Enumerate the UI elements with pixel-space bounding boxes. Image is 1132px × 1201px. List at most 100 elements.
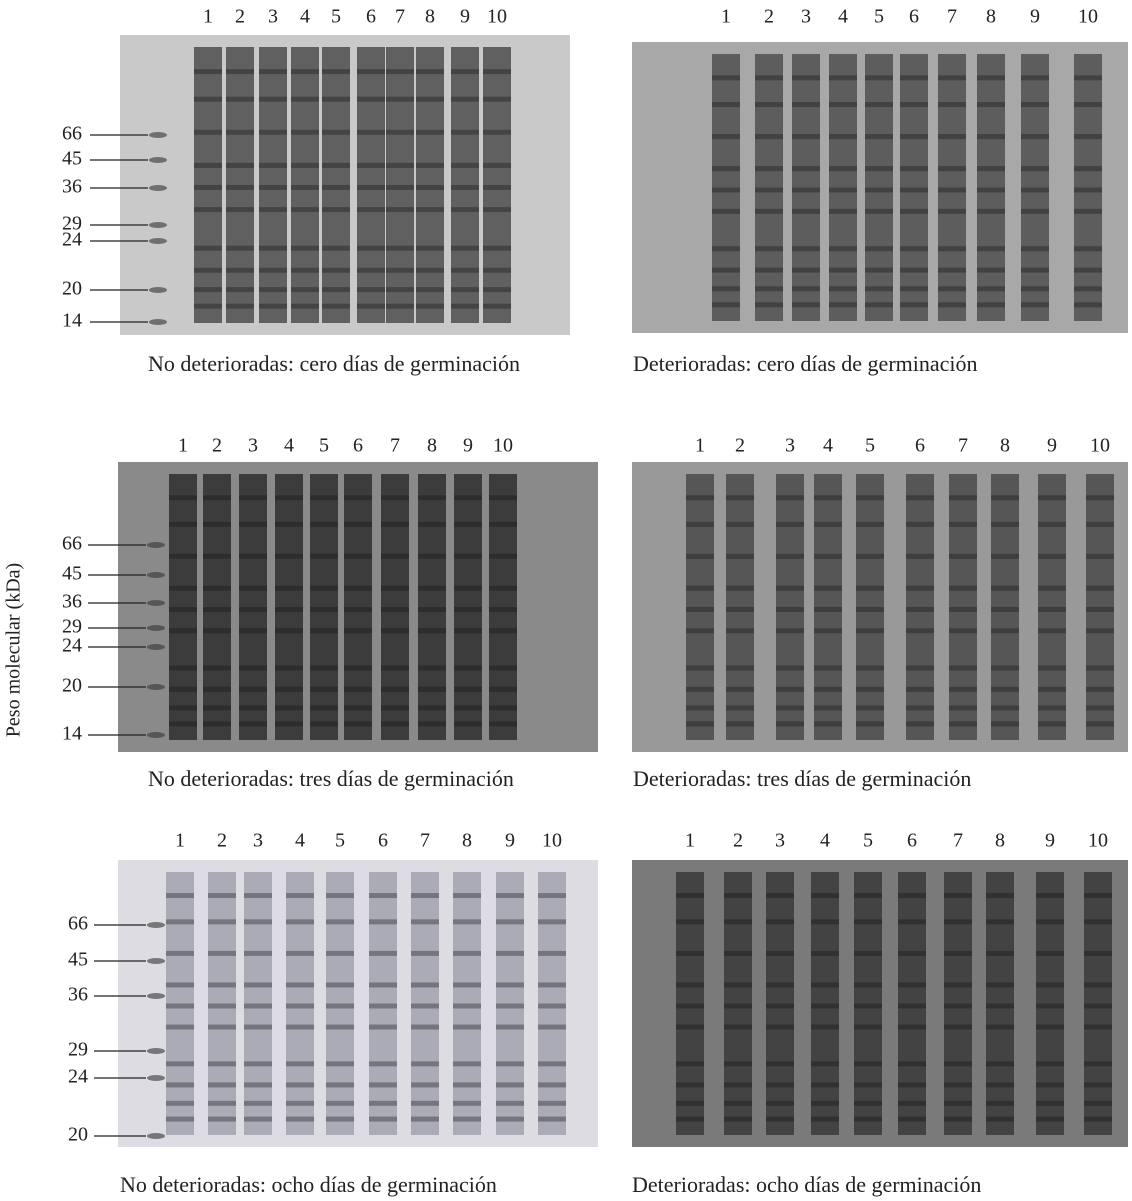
band [1021,302,1049,308]
band [344,585,372,591]
band [811,1116,839,1122]
band [1084,893,1112,899]
band [538,893,566,899]
lane-number: 8 [425,6,435,28]
band [411,1061,439,1067]
band [726,495,754,501]
band [386,96,414,102]
band [906,721,934,727]
band [322,245,350,251]
band [1074,102,1102,108]
band [386,303,414,309]
band [898,1082,926,1088]
band [755,187,783,193]
marker-label: 36 [68,984,88,1006]
band [1021,75,1049,81]
band [1084,1061,1112,1067]
lane [811,872,839,1135]
lane-number: 8 [1000,435,1010,457]
band [1021,267,1049,273]
band [310,665,338,671]
marker-label: 29 [68,1039,88,1061]
lane [451,47,479,323]
band [326,982,354,988]
band [451,207,479,213]
band [244,982,272,988]
band [944,1003,972,1009]
band [1038,521,1066,527]
band [275,628,303,634]
band [244,1061,272,1067]
band [451,303,479,309]
band [726,686,754,692]
band [1021,246,1049,252]
band [489,553,517,559]
band [854,1003,882,1009]
band [369,1024,397,1030]
band [326,1100,354,1106]
lane [357,47,385,323]
lane [676,872,704,1135]
band [792,208,820,214]
band [755,134,783,140]
band [259,245,287,251]
band [416,129,444,135]
band [906,628,934,634]
band [1084,1100,1112,1106]
band [755,166,783,172]
band [726,521,754,527]
lane-number: 3 [785,435,795,457]
band [755,286,783,292]
band [483,245,511,251]
band [203,665,231,671]
band [239,607,267,612]
band [538,1024,566,1030]
band [416,162,444,168]
band [676,1061,704,1067]
band [291,162,319,168]
caption: No deterioradas: cero días de germinació… [148,351,520,376]
band [1074,246,1102,252]
band [418,521,446,527]
band [977,302,1005,308]
band [865,134,893,140]
marker-label: 14 [62,310,82,332]
band [310,495,338,501]
band [977,75,1005,81]
lane [418,474,446,740]
band [226,207,254,213]
band [986,1003,1014,1009]
band [792,286,820,292]
band [496,950,524,956]
band [900,166,928,172]
band [906,585,934,591]
band [938,267,966,273]
band [1084,982,1112,988]
band [724,1100,752,1106]
band [194,185,222,190]
band [814,705,842,711]
band [766,1003,794,1009]
band [418,686,446,692]
band [829,166,857,172]
band [938,286,966,292]
lane-number: 6 [915,435,925,457]
band [676,1100,704,1106]
band [291,303,319,309]
band [454,705,482,711]
band [724,919,752,925]
lane [416,47,444,323]
band [900,75,928,81]
band [208,1116,236,1122]
band [194,129,222,135]
band [208,950,236,956]
band [991,721,1019,727]
marker-band [149,185,167,191]
marker-label: 45 [62,148,82,170]
band [169,665,197,671]
band [1074,302,1102,308]
band [726,585,754,591]
band [275,665,303,671]
band [676,1003,704,1009]
band [483,96,511,102]
